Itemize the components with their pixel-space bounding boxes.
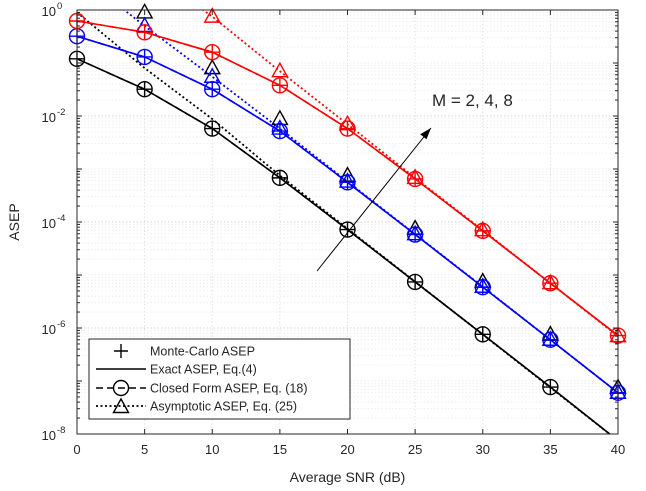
y-axis-label: ASEP [6, 203, 22, 240]
plus-marker [137, 82, 152, 97]
circle-marker [271, 122, 289, 140]
plus-marker [272, 124, 287, 139]
plus-marker [137, 49, 152, 64]
x-tick-label: 10 [205, 442, 219, 457]
triangle-marker [112, 397, 130, 414]
triangle-marker [474, 220, 492, 237]
plus-marker [340, 121, 355, 136]
annotation-arrow-shaft [316, 127, 432, 272]
triangle-marker [541, 330, 560, 346]
y-tick-label: 10 -2 [42, 107, 66, 125]
x-axis-label: Average SNR (dB) [290, 469, 406, 485]
x-tick-label: 20 [340, 442, 354, 457]
triangle-marker [338, 172, 357, 188]
plus-marker [114, 344, 128, 358]
legend-label: Asymptotic ASEP, Eq. (25) [150, 400, 297, 414]
x-tick-label: 35 [543, 442, 557, 457]
circle-marker [406, 273, 424, 291]
y-tick-label-exponent: -2 [57, 107, 65, 118]
circle-marker [136, 24, 153, 41]
y-tick-label: 10 -4 [42, 213, 66, 231]
x-tick-label: 5 [141, 442, 148, 457]
plus-marker [475, 327, 490, 342]
x-tick-label: 0 [73, 442, 80, 457]
y-tick-label-base: 10 [42, 216, 56, 231]
circle-marker [271, 77, 289, 94]
plus-marker [340, 222, 355, 237]
circle-marker [204, 120, 221, 137]
y-tick-label-base: 10 [42, 322, 56, 337]
legend-label: Exact ASEP, Eq.(4) [150, 363, 257, 377]
plus-marker [543, 380, 558, 395]
y-tick-label-base: 10 [42, 428, 56, 443]
circle-marker [474, 326, 491, 343]
y-tick-label: 10 -8 [42, 425, 66, 443]
plus-marker [408, 274, 423, 289]
plus-marker [272, 170, 287, 185]
legend: Monte-Carlo ASEP Exact ASEP, Eq.(4) Closed… [88, 338, 351, 420]
plus-marker [205, 45, 220, 60]
y-tick-label-exponent: -4 [57, 213, 65, 224]
legend-label: Monte-Carlo ASEP [150, 345, 255, 359]
triangle-marker [541, 273, 560, 290]
series-asymptotic-line [122, 10, 618, 394]
y-tick-label-exponent: -6 [57, 319, 65, 330]
legend-item: Asymptotic ASEP, Eq. (25) [96, 397, 297, 414]
triangle-marker [338, 114, 357, 131]
triangle-marker [406, 168, 424, 185]
annotation: M = 2, 4, 8 [316, 91, 513, 272]
triangle-marker [203, 58, 221, 75]
annotation-arrowhead [420, 128, 431, 140]
series-closed-form-line [77, 20, 618, 337]
circle-marker [136, 48, 153, 66]
y-tick-label-base: 10 [42, 110, 56, 125]
triangle-marker [271, 61, 289, 78]
triangle-marker [474, 277, 492, 293]
x-tick-label: 25 [408, 442, 422, 457]
legend-item: Exact ASEP, Eq.(4) [96, 363, 257, 377]
circle-marker [339, 221, 356, 238]
plus-marker [272, 78, 287, 93]
y-tick-label-exponent: 0 [57, 1, 62, 12]
triangle-marker [203, 7, 221, 23]
plus-marker [205, 121, 220, 136]
circle-marker [204, 43, 221, 61]
legend-item: Closed Form ASEP, Eq. (18) [96, 379, 307, 397]
x-tick-label: 15 [273, 442, 287, 457]
x-tick-label: 30 [476, 442, 490, 457]
circle-marker [406, 170, 424, 188]
y-tick-label-exponent: -8 [57, 425, 65, 436]
circle-marker [271, 169, 289, 187]
plus-marker [205, 82, 220, 97]
y-tick-label-base: 10 [42, 4, 56, 19]
triangle-marker [271, 119, 289, 135]
annotation-text: M = 2, 4, 8 [432, 91, 513, 110]
y-tick-label: 10 -6 [42, 319, 66, 337]
circle-marker [136, 81, 153, 98]
circle-marker [112, 379, 130, 397]
x-tick-label: 40 [611, 442, 625, 457]
legend-label: Closed Form ASEP, Eq. (18) [150, 382, 307, 396]
triangle-marker [203, 67, 221, 83]
legend-item: Monte-Carlo ASEP [114, 344, 255, 359]
triangle-marker [406, 224, 424, 241]
plus-marker [137, 25, 152, 40]
circle-marker [542, 378, 559, 396]
y-tick-label: 10 0 [42, 1, 63, 19]
